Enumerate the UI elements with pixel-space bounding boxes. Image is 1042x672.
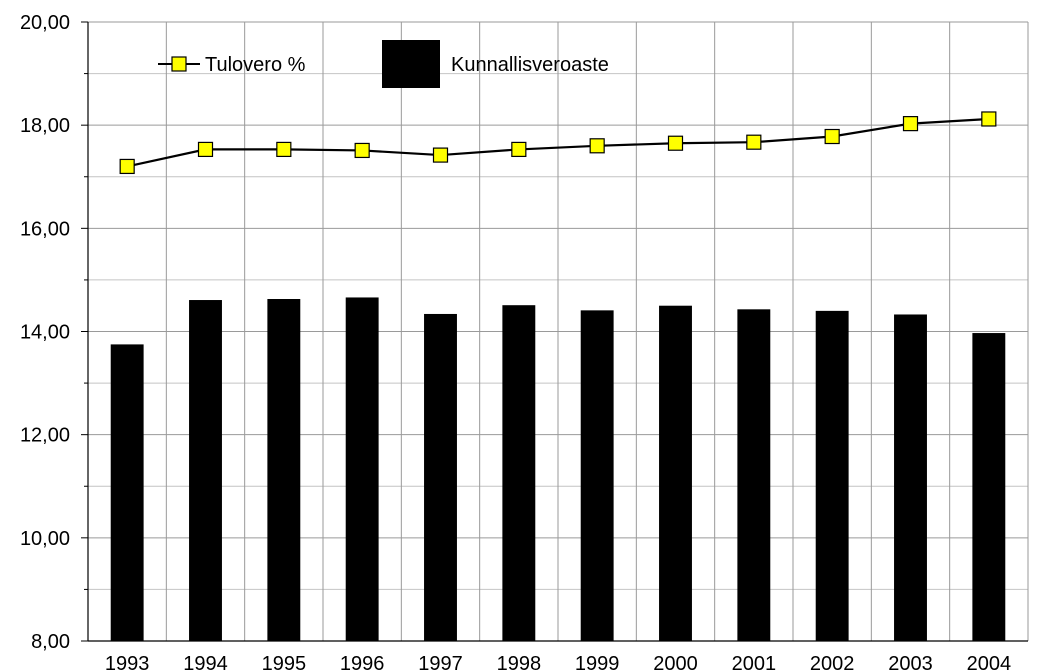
point-tulovero bbox=[511, 141, 527, 158]
x-tick-label: 2001 bbox=[732, 653, 777, 672]
x-tick-label: 1998 bbox=[497, 653, 542, 672]
bar-kunnallisveroaste bbox=[189, 300, 222, 641]
point-tulovero bbox=[354, 142, 370, 159]
y-tick-label: 10,00 bbox=[20, 528, 70, 550]
bar-kunnallisveroaste bbox=[345, 297, 379, 641]
y-tick-label: 14,00 bbox=[20, 322, 70, 344]
y-tick-label: 20,00 bbox=[20, 12, 70, 34]
point-tulovero bbox=[746, 134, 762, 150]
x-tick-label: 2003 bbox=[888, 653, 933, 672]
y-tick-label: 18,00 bbox=[20, 115, 70, 137]
x-tick-label: 1999 bbox=[575, 653, 620, 672]
point-tulovero bbox=[589, 138, 605, 154]
line-layer bbox=[119, 111, 997, 175]
point-tulovero bbox=[824, 128, 840, 145]
point-tulovero bbox=[276, 141, 292, 158]
line-tulovero bbox=[126, 117, 989, 168]
bar-kunnallisveroaste bbox=[972, 333, 1006, 641]
point-tulovero bbox=[197, 141, 214, 158]
legend-bar-icon bbox=[382, 40, 440, 88]
y-tick-label: 12,00 bbox=[20, 425, 70, 447]
bar-layer bbox=[110, 297, 1006, 641]
x-tick-label: 2004 bbox=[967, 653, 1012, 672]
bar-kunnallisveroaste bbox=[659, 305, 692, 641]
point-tulovero bbox=[902, 116, 919, 132]
point-tulovero bbox=[981, 111, 997, 127]
x-tick-label: 1994 bbox=[183, 653, 228, 672]
grid-layer bbox=[87, 21, 1029, 642]
y-tick-label: 8,00 bbox=[31, 631, 70, 653]
x-tick-label: 1993 bbox=[105, 653, 150, 672]
x-tick-label: 2002 bbox=[810, 653, 855, 672]
point-tulovero bbox=[667, 135, 684, 151]
bar-kunnallisveroaste bbox=[737, 309, 771, 641]
bar-kunnallisveroaste bbox=[424, 313, 457, 641]
point-tulovero bbox=[432, 147, 449, 163]
x-tick-label: 2000 bbox=[653, 653, 698, 672]
point-tulovero bbox=[119, 158, 135, 175]
x-tick-label: 1997 bbox=[418, 653, 463, 672]
bar-kunnallisveroaste bbox=[894, 314, 927, 641]
bar-kunnallisveroaste bbox=[815, 310, 849, 641]
bar-kunnallisveroaste bbox=[110, 344, 144, 641]
x-tick-label: 1995 bbox=[262, 653, 307, 672]
legend-label-tulovero: Tulovero % bbox=[205, 54, 306, 76]
bar-kunnallisveroaste bbox=[580, 310, 614, 641]
legend: Tulovero % Kunnallisveroaste bbox=[158, 40, 609, 88]
legend-marker-icon bbox=[171, 56, 187, 72]
x-tick-label: 1996 bbox=[340, 653, 385, 672]
bar-kunnallisveroaste bbox=[267, 299, 301, 641]
bar-kunnallisveroaste bbox=[502, 305, 536, 641]
axis-layer: 8,00 10,00 12,00 14,00 16,00 18,00 20,00 1993 19… bbox=[20, 12, 1028, 672]
y-tick-label: 16,00 bbox=[20, 218, 70, 240]
legend-label-kunnallisveroaste: Kunnallisveroaste bbox=[451, 54, 609, 76]
